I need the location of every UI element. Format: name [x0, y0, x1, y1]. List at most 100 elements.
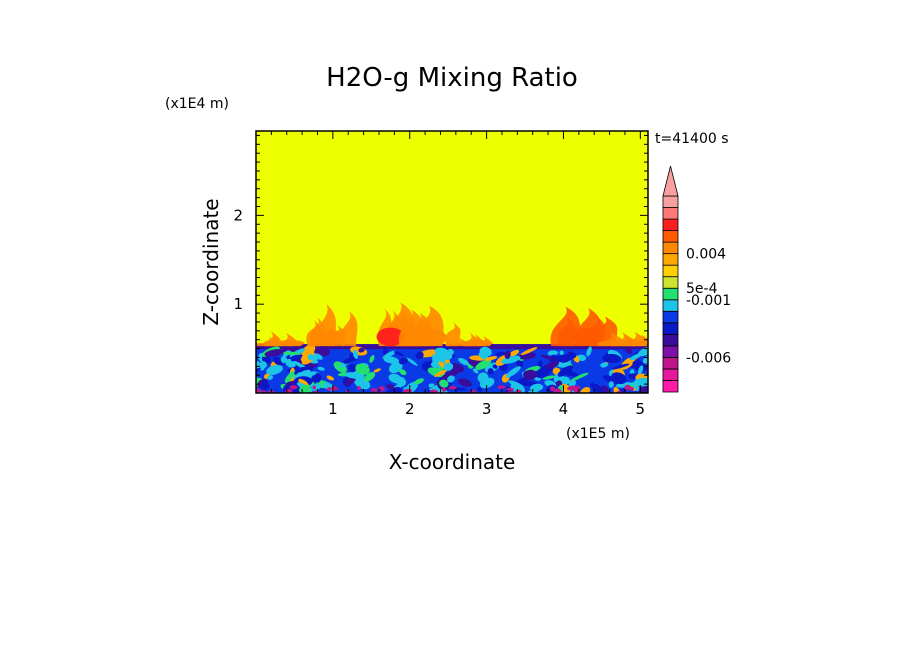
- band-eddy: [434, 347, 453, 360]
- band-low-pocket: [289, 385, 298, 390]
- band-eddy: [398, 368, 407, 376]
- band-low-pocket: [624, 384, 632, 391]
- band-eddy: [282, 351, 301, 355]
- plume-filament: [398, 309, 424, 347]
- band-eddy: [439, 379, 449, 388]
- band-eddy: [313, 344, 330, 357]
- plume-core: [376, 327, 405, 347]
- colorbar-swatch: [662, 380, 679, 393]
- x-tick-label-2: 2: [405, 400, 415, 418]
- band-low-pocket: [326, 387, 332, 391]
- band-eddy: [553, 354, 573, 364]
- band-eddy: [475, 359, 492, 371]
- plume-core: [464, 340, 493, 347]
- plot-frame: [255, 130, 649, 394]
- band-low-pocket: [345, 389, 350, 393]
- colorbar-swatch: [662, 345, 679, 358]
- band-eddy: [264, 349, 284, 357]
- x-tick-label-1: 1: [328, 400, 338, 418]
- band-eddy: [358, 347, 365, 353]
- band-eddy: [487, 368, 494, 375]
- colorbar-swatch: [662, 207, 679, 220]
- band-eddy: [256, 360, 265, 371]
- band-eddy: [495, 351, 506, 356]
- band-eddy: [508, 349, 520, 357]
- band-eddy: [611, 363, 630, 370]
- band-eddy: [600, 362, 609, 368]
- band-eddy: [492, 364, 498, 369]
- band-eddy: [458, 357, 469, 366]
- band-eddy: [637, 365, 644, 375]
- band-eddy: [398, 357, 409, 365]
- band-eddy: [590, 382, 604, 393]
- y-scale-label: (x1E4 m): [165, 96, 229, 112]
- band-low-pocket: [312, 385, 316, 390]
- colorbar-swatch: [662, 368, 679, 381]
- colorbar-swatch: [662, 230, 679, 243]
- colorbar-label-0.004: 0.004: [686, 247, 726, 263]
- band-eddy: [479, 377, 495, 389]
- band-low-pocket: [429, 389, 438, 393]
- band-eddy: [343, 376, 357, 386]
- band-eddy: [501, 355, 521, 364]
- plume-core: [418, 329, 447, 347]
- band-low-pocket: [514, 389, 522, 393]
- band-eddy: [580, 387, 591, 393]
- band-eddy: [434, 369, 448, 377]
- band-eddy: [447, 375, 455, 383]
- band-eddy: [613, 386, 620, 393]
- plume-filament: [340, 310, 358, 347]
- x-scale-label: (x1E5 m): [566, 426, 630, 442]
- band-eddy: [382, 350, 396, 359]
- band-eddy: [352, 349, 359, 359]
- band-eddy: [637, 346, 648, 357]
- band-low-pocket: [549, 386, 556, 392]
- y-tick-label-1: 1: [233, 295, 243, 313]
- band-eddy: [633, 382, 639, 392]
- band-eddy: [457, 378, 472, 387]
- band-low-pocket: [357, 387, 361, 390]
- colorbar-swatch: [662, 333, 679, 347]
- x-tick-label-3: 3: [482, 400, 492, 418]
- band-low-pocket: [442, 387, 446, 392]
- colorbar-swatch: [662, 253, 679, 266]
- band-eddy: [260, 381, 270, 391]
- band-eddy: [383, 356, 400, 364]
- band-low-pocket: [497, 385, 506, 389]
- band-eddy: [586, 346, 592, 357]
- band-eddy: [441, 369, 459, 381]
- band-eddy: [307, 353, 314, 361]
- band-eddy: [508, 380, 524, 388]
- band-eddy: [415, 351, 424, 360]
- band-eddy: [537, 360, 543, 368]
- band-eddy: [557, 365, 574, 377]
- band-eddy: [608, 381, 614, 388]
- band-eddy: [559, 350, 564, 356]
- colorbar-swatch: [662, 310, 679, 324]
- band-eddy: [373, 368, 381, 373]
- colorbar-extend-arrow: [662, 165, 679, 197]
- band-eddy: [432, 356, 440, 364]
- plume-filament: [445, 321, 461, 347]
- colorbar-swatch: [662, 241, 679, 255]
- band-eddy: [435, 366, 445, 372]
- band-eddy: [369, 355, 375, 363]
- plot-area: [256, 131, 648, 393]
- band-low-pocket: [451, 385, 456, 389]
- band-low-pocket: [370, 388, 378, 392]
- band-eddy: [540, 354, 556, 361]
- band-eddy: [393, 351, 404, 357]
- band-eddy: [288, 363, 294, 368]
- band-eddy: [280, 356, 288, 364]
- band-eddy: [315, 372, 322, 380]
- y-axis-label: Z-coordinate: [199, 198, 223, 325]
- band-eddy: [568, 379, 576, 387]
- plume-core: [315, 329, 344, 347]
- colorbar-swatch: [662, 264, 679, 278]
- plume-filament: [263, 330, 279, 347]
- colorbar-swatch: [662, 357, 679, 370]
- band-eddy: [504, 350, 511, 360]
- band-low-pocket: [256, 388, 261, 392]
- band-low-pocket: [567, 386, 573, 391]
- band-eddy: [602, 354, 622, 364]
